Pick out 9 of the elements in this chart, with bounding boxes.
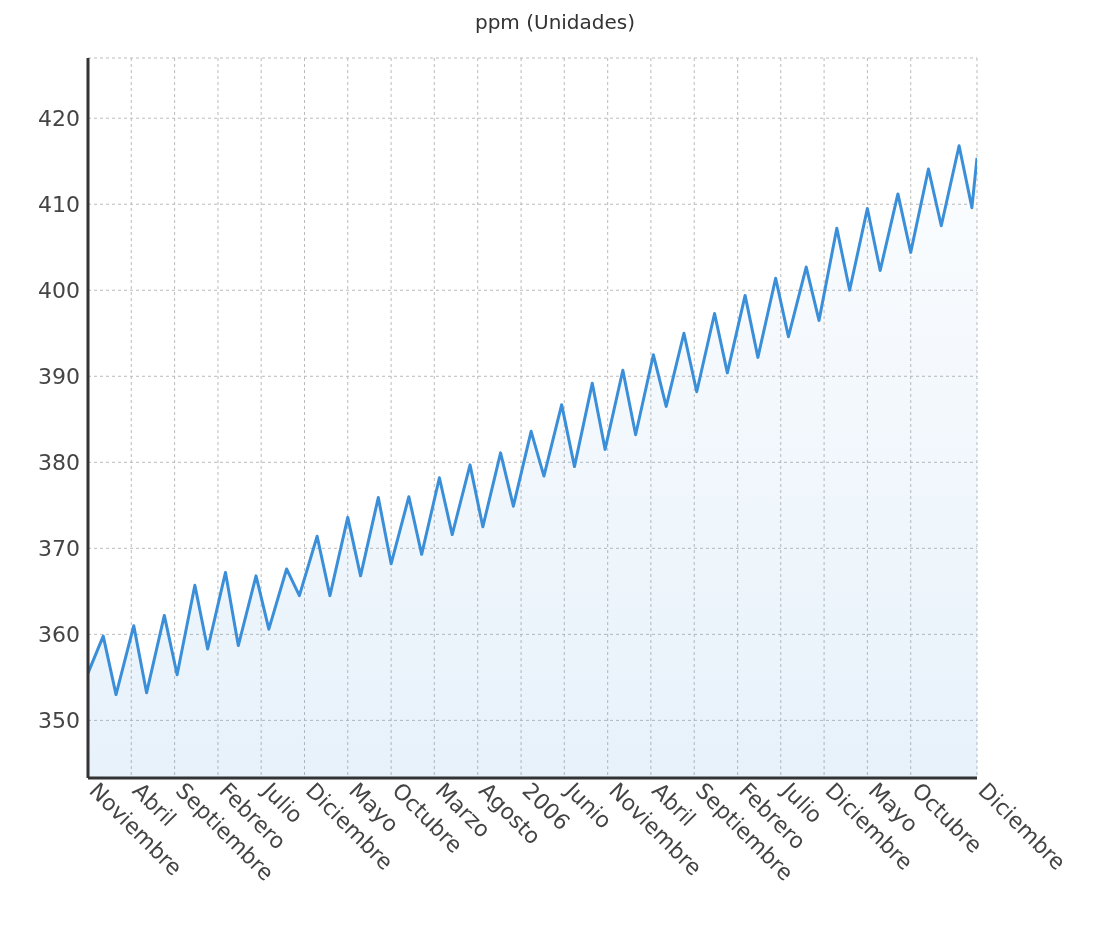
y-tick-label: 350 (38, 708, 80, 734)
y-tick-label: 370 (38, 536, 80, 562)
y-tick-label: 360 (38, 622, 80, 648)
y-tick-label: 410 (38, 192, 80, 218)
y-tick-label: 400 (38, 278, 80, 304)
y-tick-label: 390 (38, 364, 80, 390)
y-tick-label: 380 (38, 450, 80, 476)
chart-title: ppm (Unidades) (473, 9, 637, 36)
y-tick-label: 420 (38, 106, 80, 132)
